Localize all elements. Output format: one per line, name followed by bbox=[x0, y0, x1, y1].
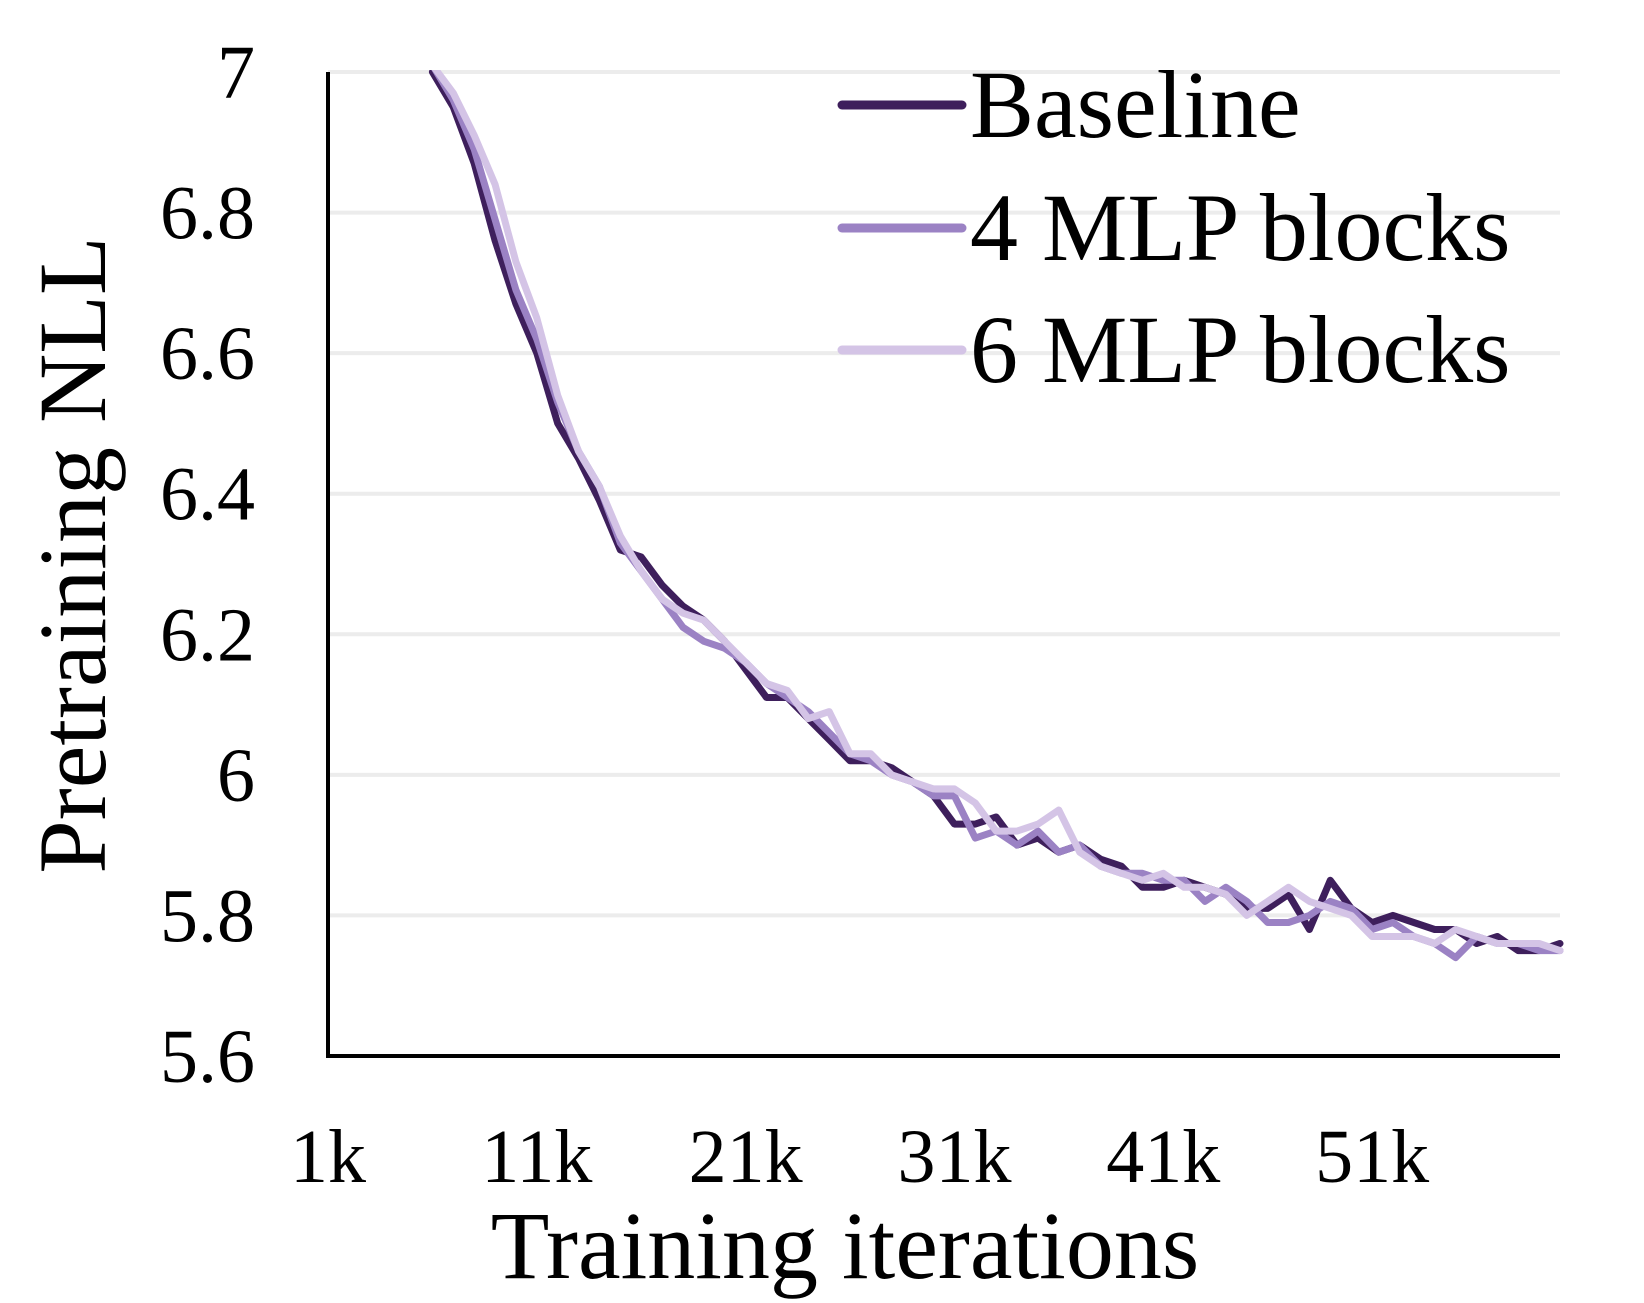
x-axis-title: Training iterations bbox=[491, 1192, 1199, 1299]
x-tick-labels: 1k 11k 21k 31k 41k 51k bbox=[290, 1115, 1429, 1199]
y-tick-label: 7 bbox=[217, 31, 255, 115]
series-line-1 bbox=[428, 70, 1564, 955]
y-tick-label: 6 bbox=[217, 734, 255, 818]
y-tick-label: 6.6 bbox=[160, 312, 255, 396]
x-tick-label: 1k bbox=[290, 1115, 366, 1199]
legend-label: 6 MLP blocks bbox=[970, 296, 1510, 403]
y-axis-title: Pretraining NLL bbox=[19, 236, 126, 873]
x-tick-label: 11k bbox=[481, 1115, 592, 1199]
y-tick-label: 6.2 bbox=[160, 593, 255, 677]
series-lines bbox=[428, 70, 1564, 962]
x-tick-label: 31k bbox=[897, 1115, 1011, 1199]
y-tick-labels: 5.6 5.8 6 6.2 6.4 6.6 6.8 7 bbox=[160, 31, 255, 1099]
legend: Baseline 4 MLP blocks 6 MLP blocks bbox=[837, 51, 1510, 403]
legend-label: 4 MLP blocks bbox=[970, 174, 1510, 281]
y-tick-label: 5.8 bbox=[160, 874, 255, 958]
x-tick-label: 21k bbox=[689, 1115, 803, 1199]
legend-label: Baseline bbox=[970, 51, 1301, 158]
series-line-3 bbox=[431, 70, 1564, 955]
y-tick-label: 6.8 bbox=[160, 172, 255, 256]
y-tick-label: 6.4 bbox=[160, 453, 255, 537]
x-tick-label: 51k bbox=[1315, 1115, 1429, 1199]
y-tick-label: 5.6 bbox=[160, 1015, 255, 1099]
x-tick-label: 41k bbox=[1106, 1115, 1220, 1199]
